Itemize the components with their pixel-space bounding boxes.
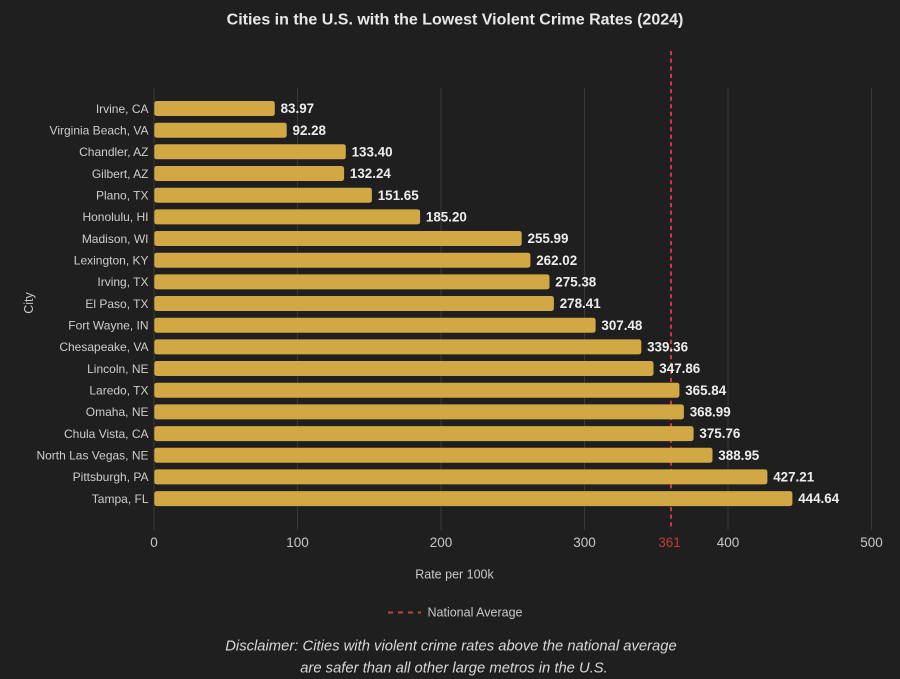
svg-text:Chandler, AZ: Chandler, AZ [79,145,148,159]
svg-text:83.97: 83.97 [281,101,315,116]
svg-text:Disclaimer: Cities with violen: Disclaimer: Cities with violent crime ra… [225,639,677,655]
svg-text:92.28: 92.28 [293,123,327,138]
svg-text:Virginia Beach, VA: Virginia Beach, VA [50,124,149,138]
svg-text:North Las Vegas, NE: North Las Vegas, NE [36,449,148,463]
svg-text:Madison, WI: Madison, WI [82,232,149,246]
svg-text:278.41: 278.41 [560,296,602,311]
svg-text:151.65: 151.65 [378,188,420,203]
svg-text:are safer than all other large: are safer than all other large metros in… [300,661,608,677]
svg-text:Lexington, KY: Lexington, KY [74,254,149,268]
svg-text:365.84: 365.84 [685,383,727,398]
svg-text:255.99: 255.99 [528,231,569,246]
svg-text:El Paso, TX: El Paso, TX [85,297,148,311]
svg-text:500: 500 [860,535,883,550]
svg-text:100: 100 [286,535,309,550]
svg-text:Honolulu, HI: Honolulu, HI [82,210,148,224]
svg-text:200: 200 [430,535,453,550]
svg-text:Irvine, CA: Irvine, CA [96,102,149,116]
svg-text:Chula Vista, CA: Chula Vista, CA [64,427,149,441]
svg-text:132.24: 132.24 [350,166,392,181]
svg-text:444.64: 444.64 [798,491,840,506]
svg-text:National Average: National Average [428,606,523,620]
svg-text:Chesapeake, VA: Chesapeake, VA [59,340,148,354]
svg-text:368.99: 368.99 [690,405,731,420]
svg-text:Rate per 100k: Rate per 100k [415,568,494,582]
svg-text:133.40: 133.40 [352,144,393,159]
svg-text:275.38: 275.38 [555,275,597,290]
svg-text:339.36: 339.36 [647,340,688,355]
svg-text:307.48: 307.48 [601,318,643,333]
svg-text:375.76: 375.76 [699,426,740,441]
svg-text:Plano, TX: Plano, TX [96,189,148,203]
svg-text:262.02: 262.02 [536,253,577,268]
svg-text:361: 361 [658,535,681,550]
svg-text:0: 0 [150,535,158,550]
svg-text:347.86: 347.86 [659,361,700,376]
svg-text:Pittsburgh, PA: Pittsburgh, PA [73,470,149,484]
svg-text:300: 300 [573,535,596,550]
svg-text:Cities in the U.S. with the Lo: Cities in the U.S. with the Lowest Viole… [227,12,684,29]
svg-text:400: 400 [717,535,740,550]
svg-text:185.20: 185.20 [426,210,467,225]
svg-text:Irving, TX: Irving, TX [97,275,148,289]
svg-text:Fort Wayne, IN: Fort Wayne, IN [68,319,148,333]
svg-text:Lincoln, NE: Lincoln, NE [87,362,148,376]
svg-text:Tampa, FL: Tampa, FL [92,492,149,506]
svg-text:388.95: 388.95 [718,448,760,463]
svg-text:Gilbert, AZ: Gilbert, AZ [92,167,149,181]
svg-text:Omaha, NE: Omaha, NE [86,405,149,419]
svg-text:Laredo, TX: Laredo, TX [89,384,148,398]
svg-text:City: City [22,291,36,313]
svg-text:427.21: 427.21 [773,470,815,485]
